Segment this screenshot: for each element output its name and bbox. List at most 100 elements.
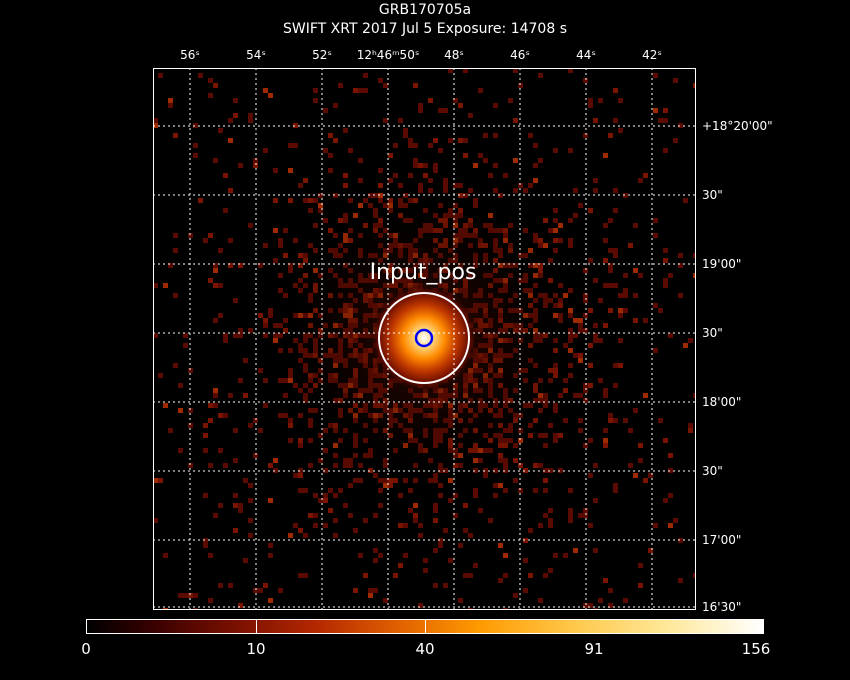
photon-pixel — [588, 343, 593, 348]
photon-pixel — [613, 253, 618, 258]
photon-pixel — [218, 283, 223, 288]
photon-pixel — [583, 603, 588, 608]
photon-pixel — [573, 188, 578, 193]
photon-pixel — [513, 458, 518, 463]
photon-pixel — [238, 333, 243, 338]
photon-pixel — [653, 523, 658, 528]
dec-label: 19'00" — [702, 257, 742, 271]
photon-pixel — [558, 238, 563, 243]
photon-pixel — [288, 263, 293, 268]
photon-pixel — [318, 193, 323, 198]
photon-pixel — [483, 473, 488, 478]
photon-pixel — [588, 308, 593, 313]
photon-pixel — [578, 353, 583, 358]
photon-pixel — [313, 198, 318, 203]
photon-pixel — [263, 88, 268, 93]
photon-pixel — [383, 118, 388, 123]
photon-pixel — [578, 513, 583, 518]
photon-pixel — [408, 143, 413, 148]
photon-pixel — [593, 548, 598, 553]
photon-pixel — [463, 503, 468, 508]
photon-pixel — [623, 293, 628, 298]
photon-pixel — [593, 188, 598, 193]
photon-pixel — [638, 273, 643, 278]
photon-pixel — [593, 333, 598, 338]
photon-pixel — [663, 258, 668, 263]
photon-pixel — [343, 173, 348, 178]
photon-pixel — [523, 558, 528, 563]
photon-pixel — [213, 158, 218, 163]
photon-pixel — [153, 333, 158, 338]
photon-pixel — [693, 573, 696, 578]
photon-pixel — [693, 253, 696, 258]
photon-pixel — [258, 588, 263, 593]
photon-pixel — [323, 148, 328, 153]
photon-pixel — [663, 278, 668, 283]
photon-pixel — [663, 248, 668, 253]
photon-pixel — [498, 483, 503, 488]
photon-pixel — [658, 308, 663, 313]
dec-label: 16'30" — [702, 600, 742, 614]
photon-pixel — [638, 458, 643, 463]
photon-pixel — [608, 248, 613, 253]
photon-pixel — [303, 533, 308, 538]
photon-pixel — [368, 193, 373, 198]
photon-pixel — [473, 563, 478, 568]
dec-label: 18'00" — [702, 395, 742, 409]
photon-pixel — [483, 133, 488, 138]
photon-pixel — [288, 418, 293, 423]
photon-pixel — [263, 333, 268, 338]
photon-pixel — [313, 513, 318, 518]
photon-pixel — [618, 293, 623, 298]
photon-pixel — [443, 183, 448, 188]
photon-pixel — [238, 508, 243, 513]
photon-pixel — [373, 548, 378, 553]
photon-pixel — [543, 478, 548, 483]
photon-pixel — [618, 98, 623, 103]
photon-pixel — [623, 598, 628, 603]
photon-pixel — [388, 178, 393, 183]
photon-pixel — [628, 428, 633, 433]
photon-pixel — [603, 388, 608, 393]
photon-pixel — [543, 468, 548, 473]
photon-pixel — [568, 373, 573, 378]
photon-pixel — [363, 73, 368, 78]
photon-pixel — [318, 208, 323, 213]
photon-pixel — [278, 238, 283, 243]
photon-pixel — [188, 408, 193, 413]
photon-pixel — [313, 223, 318, 228]
photon-pixel — [458, 543, 463, 548]
photon-pixel — [578, 318, 583, 323]
photon-pixel — [153, 123, 158, 128]
photon-pixel — [373, 558, 378, 563]
photon-pixel — [178, 593, 183, 598]
photon-pixel — [588, 258, 593, 263]
photon-pixel — [598, 378, 603, 383]
photon-pixel — [458, 138, 463, 143]
photon-pixel — [173, 248, 178, 253]
photon-pixel — [528, 528, 533, 533]
photon-pixel — [248, 113, 253, 118]
photon-pixel — [653, 233, 658, 238]
photon-pixel — [248, 223, 253, 228]
photon-pixel — [608, 413, 613, 418]
photon-pixel — [633, 223, 638, 228]
photon-pixel — [393, 173, 398, 178]
photon-pixel — [603, 443, 608, 448]
photon-pixel — [203, 433, 208, 438]
photon-pixel — [283, 253, 288, 258]
photon-pixel — [273, 168, 278, 173]
photon-pixel — [558, 468, 563, 473]
photon-pixel — [298, 468, 303, 473]
photon-pixel — [373, 193, 378, 198]
photon-pixel — [488, 173, 493, 178]
photon-pixel — [448, 138, 453, 143]
photon-pixel — [413, 518, 418, 523]
photon-pixel — [323, 468, 328, 473]
photon-pixel — [488, 518, 493, 523]
photon-pixel — [538, 73, 543, 78]
photon-pixel — [158, 73, 163, 78]
photon-pixel — [593, 118, 598, 123]
photon-pixel — [653, 303, 658, 308]
photon-pixel — [363, 88, 368, 93]
